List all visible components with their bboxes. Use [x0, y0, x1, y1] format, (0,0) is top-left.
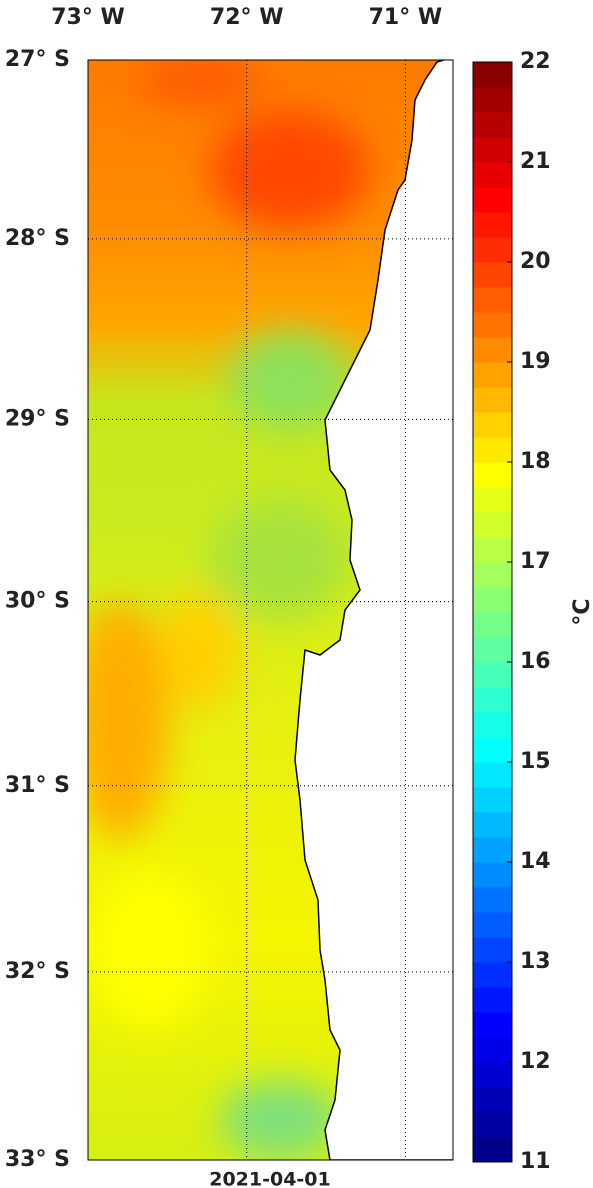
colorbar-step: [473, 737, 512, 763]
colorbar-tick-label: 11: [520, 1149, 551, 1174]
colorbar-step: [473, 137, 512, 163]
colorbar-step: [473, 612, 512, 638]
colorbar-step: [473, 112, 512, 138]
colorbar-step: [473, 87, 512, 113]
colorbar-step: [473, 187, 512, 213]
colorbar-step: [473, 1062, 512, 1088]
map-frame: [87, 59, 454, 1161]
colorbar-step: [473, 762, 512, 788]
colorbar-step: [473, 1037, 512, 1063]
colorbar-tick-label: 14: [520, 849, 551, 874]
colorbar-step: [473, 462, 512, 488]
lat-tick-label: 32° S: [5, 959, 70, 984]
colorbar-tick-label: 21: [520, 149, 551, 174]
colorbar-step: [473, 1087, 512, 1113]
lon-tick-label: 72° W: [210, 5, 284, 30]
colorbar-step: [473, 412, 512, 438]
colorbar-step: [473, 487, 512, 513]
colorbar-tick-label: 19: [520, 349, 551, 374]
colorbar-step: [473, 587, 512, 613]
colorbar-step: [473, 987, 512, 1013]
colorbar-step: [473, 837, 512, 863]
colorbar-step: [473, 312, 512, 338]
colorbar-step: [473, 537, 512, 563]
colorbar-tick-label: 18: [520, 449, 551, 474]
colorbar-step: [473, 637, 512, 663]
lat-tick-label: 31° S: [5, 773, 70, 798]
colorbar-step: [473, 862, 512, 888]
colorbar-step: [473, 512, 512, 538]
lat-tick-label: 33° S: [5, 1147, 70, 1172]
colorbar-step: [473, 1012, 512, 1038]
colorbar-step: [473, 287, 512, 313]
colorbar-tick-label: 12: [520, 1049, 551, 1074]
colorbar-step: [473, 662, 512, 688]
lat-tick-label: 28° S: [5, 226, 70, 251]
colorbar-step: [473, 237, 512, 263]
colorbar-tick-label: 15: [520, 749, 551, 774]
colorbar-step: [473, 887, 512, 913]
lat-tick-label: 29° S: [5, 406, 70, 431]
colorbar-step: [473, 1137, 512, 1163]
colorbar-tick-label: 20: [520, 249, 551, 274]
colorbar-step: [473, 387, 512, 413]
colorbar-tick-label: 17: [520, 549, 551, 574]
colorbar-step: [473, 687, 512, 713]
colorbar-step: [473, 162, 512, 188]
colorbar-step: [473, 337, 512, 363]
colorbar-step: [473, 787, 512, 813]
lat-tick-label: 30° S: [5, 589, 70, 614]
colorbar-step: [473, 562, 512, 588]
sst-field: [88, 60, 453, 1160]
colorbar-step: [473, 362, 512, 388]
colorbar-tick-label: 16: [520, 649, 551, 674]
land: [294, 60, 453, 1160]
colorbar-step: [473, 912, 512, 938]
colorbar-step: [473, 937, 512, 963]
colorbar-step: [473, 437, 512, 463]
colorbar-label: °C: [570, 598, 593, 625]
colorbar: [473, 62, 512, 1163]
colorbar-step: [473, 62, 512, 88]
colorbar-step: [473, 212, 512, 238]
colorbar-frame: [472, 61, 513, 1163]
lat-tick-label: 27° S: [5, 47, 70, 72]
colorbar-step: [473, 962, 512, 988]
lon-tick-label: 73° W: [51, 5, 125, 30]
lon-tick-label: 71° W: [369, 5, 443, 30]
colorbar-tick-label: 13: [520, 949, 551, 974]
date-label: 2021-04-01: [209, 1169, 331, 1188]
colorbar-step: [473, 262, 512, 288]
colorbar-step: [473, 712, 512, 738]
colorbar-step: [473, 1112, 512, 1138]
colorbar-tick-label: 22: [520, 49, 551, 74]
colorbar-step: [473, 812, 512, 838]
